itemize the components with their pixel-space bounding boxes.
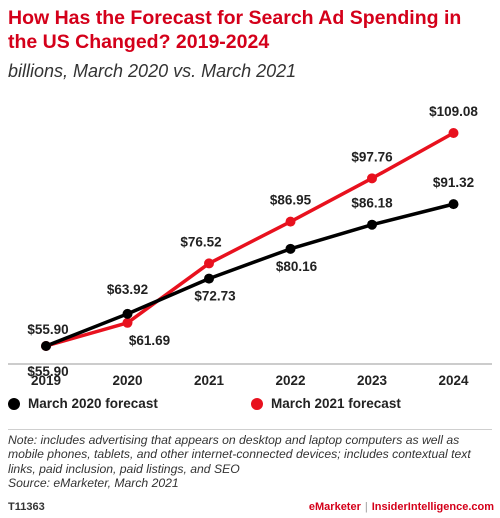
legend-dot-black-icon (8, 397, 20, 410)
data-label: $76.52 (180, 234, 221, 249)
data-label: $63.92 (107, 282, 148, 297)
data-point-march-2020 (367, 219, 377, 230)
data-label: $72.73 (194, 289, 236, 304)
data-point-march-2021 (285, 216, 296, 227)
x-tick-label: 2024 (438, 373, 469, 388)
divider (8, 429, 492, 430)
data-point-march-2021 (204, 258, 214, 269)
brand-emarketer: eMarketer (308, 501, 361, 513)
series-line-march-2021 (45, 131, 455, 348)
series-line-march-2020 (45, 202, 454, 348)
data-label: $55.90 (27, 364, 68, 379)
x-tick-label: 2021 (194, 373, 225, 388)
data-point-march-2020 (448, 199, 459, 210)
source-text: Source: eMarketer, March 2021 (8, 476, 179, 491)
data-label: $86.18 (351, 196, 393, 211)
data-point-march-2021 (448, 128, 459, 138)
chart-id: T11363 (8, 501, 45, 513)
data-label: $80.16 (276, 259, 318, 274)
note-text: Note: includes advertising that appears … (8, 433, 471, 476)
legend: March 2020 forecast March 2021 forecast (0, 396, 500, 418)
data-label: $61.69 (129, 333, 170, 348)
line-chart: 2019 2020 2021 2022 2023 2024 $55.90 $63.92 $72.… (8, 104, 492, 388)
legend-label: March 2020 forecast (28, 396, 158, 411)
footer: T11363 eMarketer | InsiderIntelligence.com (8, 499, 494, 515)
chart-subtitle: billions, March 2020 vs. March 2021 (8, 61, 297, 81)
legend-dot-red-icon (251, 397, 263, 410)
data-label: $109.08 (429, 104, 478, 119)
legend-label: March 2021 forecast (271, 396, 401, 411)
data-point-march-2021 (122, 317, 133, 328)
data-point-march-2021 (367, 173, 377, 184)
footer-brand: eMarketer | InsiderIntelligence.com (309, 501, 494, 513)
brand-separator: | (364, 501, 368, 513)
legend-item-march-2020: March 2020 forecast (8, 396, 158, 411)
data-label: $91.32 (433, 175, 474, 190)
data-point-march-2020 (204, 273, 214, 284)
legend-item-march-2021: March 2021 forecast (251, 396, 401, 411)
brand-site-link[interactable]: InsiderIntelligence.com (371, 501, 494, 513)
chart-title: How Has the Forecast for Search Ad Spend… (8, 7, 462, 53)
data-label: $86.95 (270, 193, 312, 208)
x-tick-label: 2023 (357, 373, 388, 388)
notes-block: Note: includes advertising that appears … (8, 433, 496, 491)
x-tick-label: 2020 (112, 373, 142, 388)
data-point-march-2020 (285, 243, 296, 254)
data-label: $97.76 (351, 149, 393, 164)
data-point-march-2020 (41, 341, 51, 351)
data-point-march-2020 (122, 308, 133, 319)
x-tick-label: 2022 (275, 373, 305, 388)
data-label: $55.90 (27, 322, 68, 337)
x-tick-label: 2019 (31, 373, 61, 388)
